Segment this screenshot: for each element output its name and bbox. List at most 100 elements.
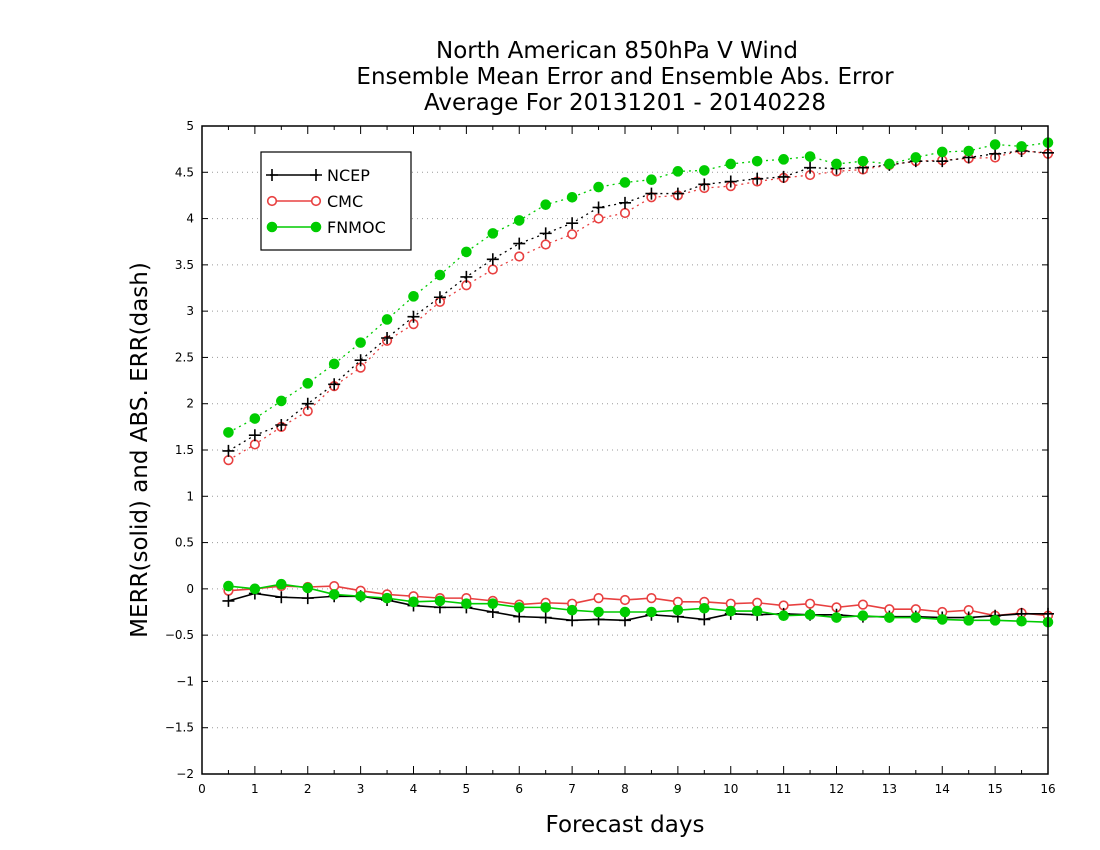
data-point <box>328 378 341 391</box>
data-point <box>301 397 314 410</box>
data-point <box>777 170 790 183</box>
axis-ticks: −2−1.5−1−0.500.511.522.533.544.550 1 2 3 4 5 6… <box>165 119 1056 796</box>
legend-label: FNMOC <box>327 218 386 237</box>
data-point <box>276 395 287 407</box>
data-point <box>249 439 260 450</box>
data-point <box>619 606 631 618</box>
x-tick-label: 9 <box>674 782 682 796</box>
y-tick-label: 1 <box>186 489 194 503</box>
legend: NCEP CMC FNMOC <box>260 151 412 251</box>
data-point <box>751 605 763 617</box>
data-point <box>778 154 789 165</box>
data-point <box>646 593 657 604</box>
y-tick-label: 0 <box>186 582 194 596</box>
data-point <box>461 598 472 609</box>
data-point <box>989 139 1001 150</box>
data-point <box>857 155 869 167</box>
data-point <box>310 195 322 207</box>
data-point <box>804 151 816 162</box>
data-point <box>310 169 322 181</box>
data-point <box>302 378 314 389</box>
data-point <box>752 597 763 608</box>
data-point <box>884 158 895 170</box>
data-point <box>408 291 419 302</box>
data-point <box>592 201 605 214</box>
data-point <box>487 228 499 239</box>
data-point <box>222 444 235 457</box>
x-tick-label: 3 <box>357 782 365 796</box>
data-point <box>539 611 552 624</box>
data-point <box>724 175 737 188</box>
data-point <box>566 614 579 627</box>
data-point <box>310 221 322 233</box>
data-point <box>434 595 446 607</box>
data-point <box>355 590 366 602</box>
data-point <box>857 599 869 610</box>
data-point <box>672 596 683 607</box>
data-point <box>487 264 498 275</box>
x-tick-label: 4 <box>410 782 418 796</box>
data-point <box>804 598 816 609</box>
data-point <box>910 152 922 163</box>
data-point <box>671 187 684 200</box>
y-tick-label: 4.5 <box>175 165 194 179</box>
x-tick-label: 0 <box>198 782 206 796</box>
data-point <box>487 598 499 609</box>
abs-error-line <box>228 149 1049 461</box>
data-point <box>328 589 340 600</box>
data-point <box>593 181 604 193</box>
data-point <box>725 158 737 170</box>
y-tick-label: −0.5 <box>165 628 194 642</box>
data-point <box>646 174 657 185</box>
data-point <box>302 582 314 594</box>
data-point <box>513 237 526 250</box>
data-point <box>963 615 974 626</box>
legend-item-fnmoc: FNMOC <box>266 218 386 237</box>
data-point <box>266 195 278 207</box>
data-point <box>751 155 763 167</box>
x-tick-label: 1 <box>251 782 259 796</box>
data-point <box>857 610 869 622</box>
chart-title-line-1: North American 850hPa V Wind <box>436 38 798 64</box>
y-tick-label: 0.5 <box>175 536 194 550</box>
y-tick-label: 2 <box>186 397 194 411</box>
data-series <box>222 137 1054 628</box>
chart-title-line-2: Ensemble Mean Error and Ensemble Abs. Er… <box>356 64 894 90</box>
data-point <box>381 314 393 325</box>
chart-title-line-3: Average For 20131201 - 20140228 <box>424 90 826 116</box>
data-point <box>989 615 1001 626</box>
x-tick-label: 7 <box>568 782 576 796</box>
data-point <box>831 158 842 170</box>
data-point <box>566 604 578 616</box>
x-tick-label: 10 <box>723 782 738 796</box>
data-point <box>725 605 737 617</box>
data-point <box>381 331 394 344</box>
y-tick-label: 2.5 <box>175 350 194 364</box>
data-point <box>540 602 551 613</box>
data-point <box>460 270 473 283</box>
data-point <box>593 593 604 604</box>
mean-error-line <box>228 592 1048 622</box>
data-point <box>276 578 287 590</box>
data-point <box>619 594 631 606</box>
data-point <box>222 594 235 607</box>
data-point <box>486 253 499 266</box>
data-point <box>514 251 525 262</box>
data-point <box>566 191 578 203</box>
data-point <box>275 591 288 604</box>
data-point <box>804 161 817 174</box>
legend-label: NCEP <box>327 166 370 185</box>
data-point <box>963 145 974 157</box>
data-point <box>407 310 420 323</box>
data-point <box>646 606 657 618</box>
y-tick-label: 5 <box>186 119 194 133</box>
data-point <box>936 614 948 625</box>
data-point <box>539 227 552 240</box>
x-tick-label: 11 <box>776 782 791 796</box>
data-point <box>593 606 604 618</box>
data-point <box>266 221 278 233</box>
data-point <box>540 199 551 210</box>
data-point <box>804 609 816 621</box>
